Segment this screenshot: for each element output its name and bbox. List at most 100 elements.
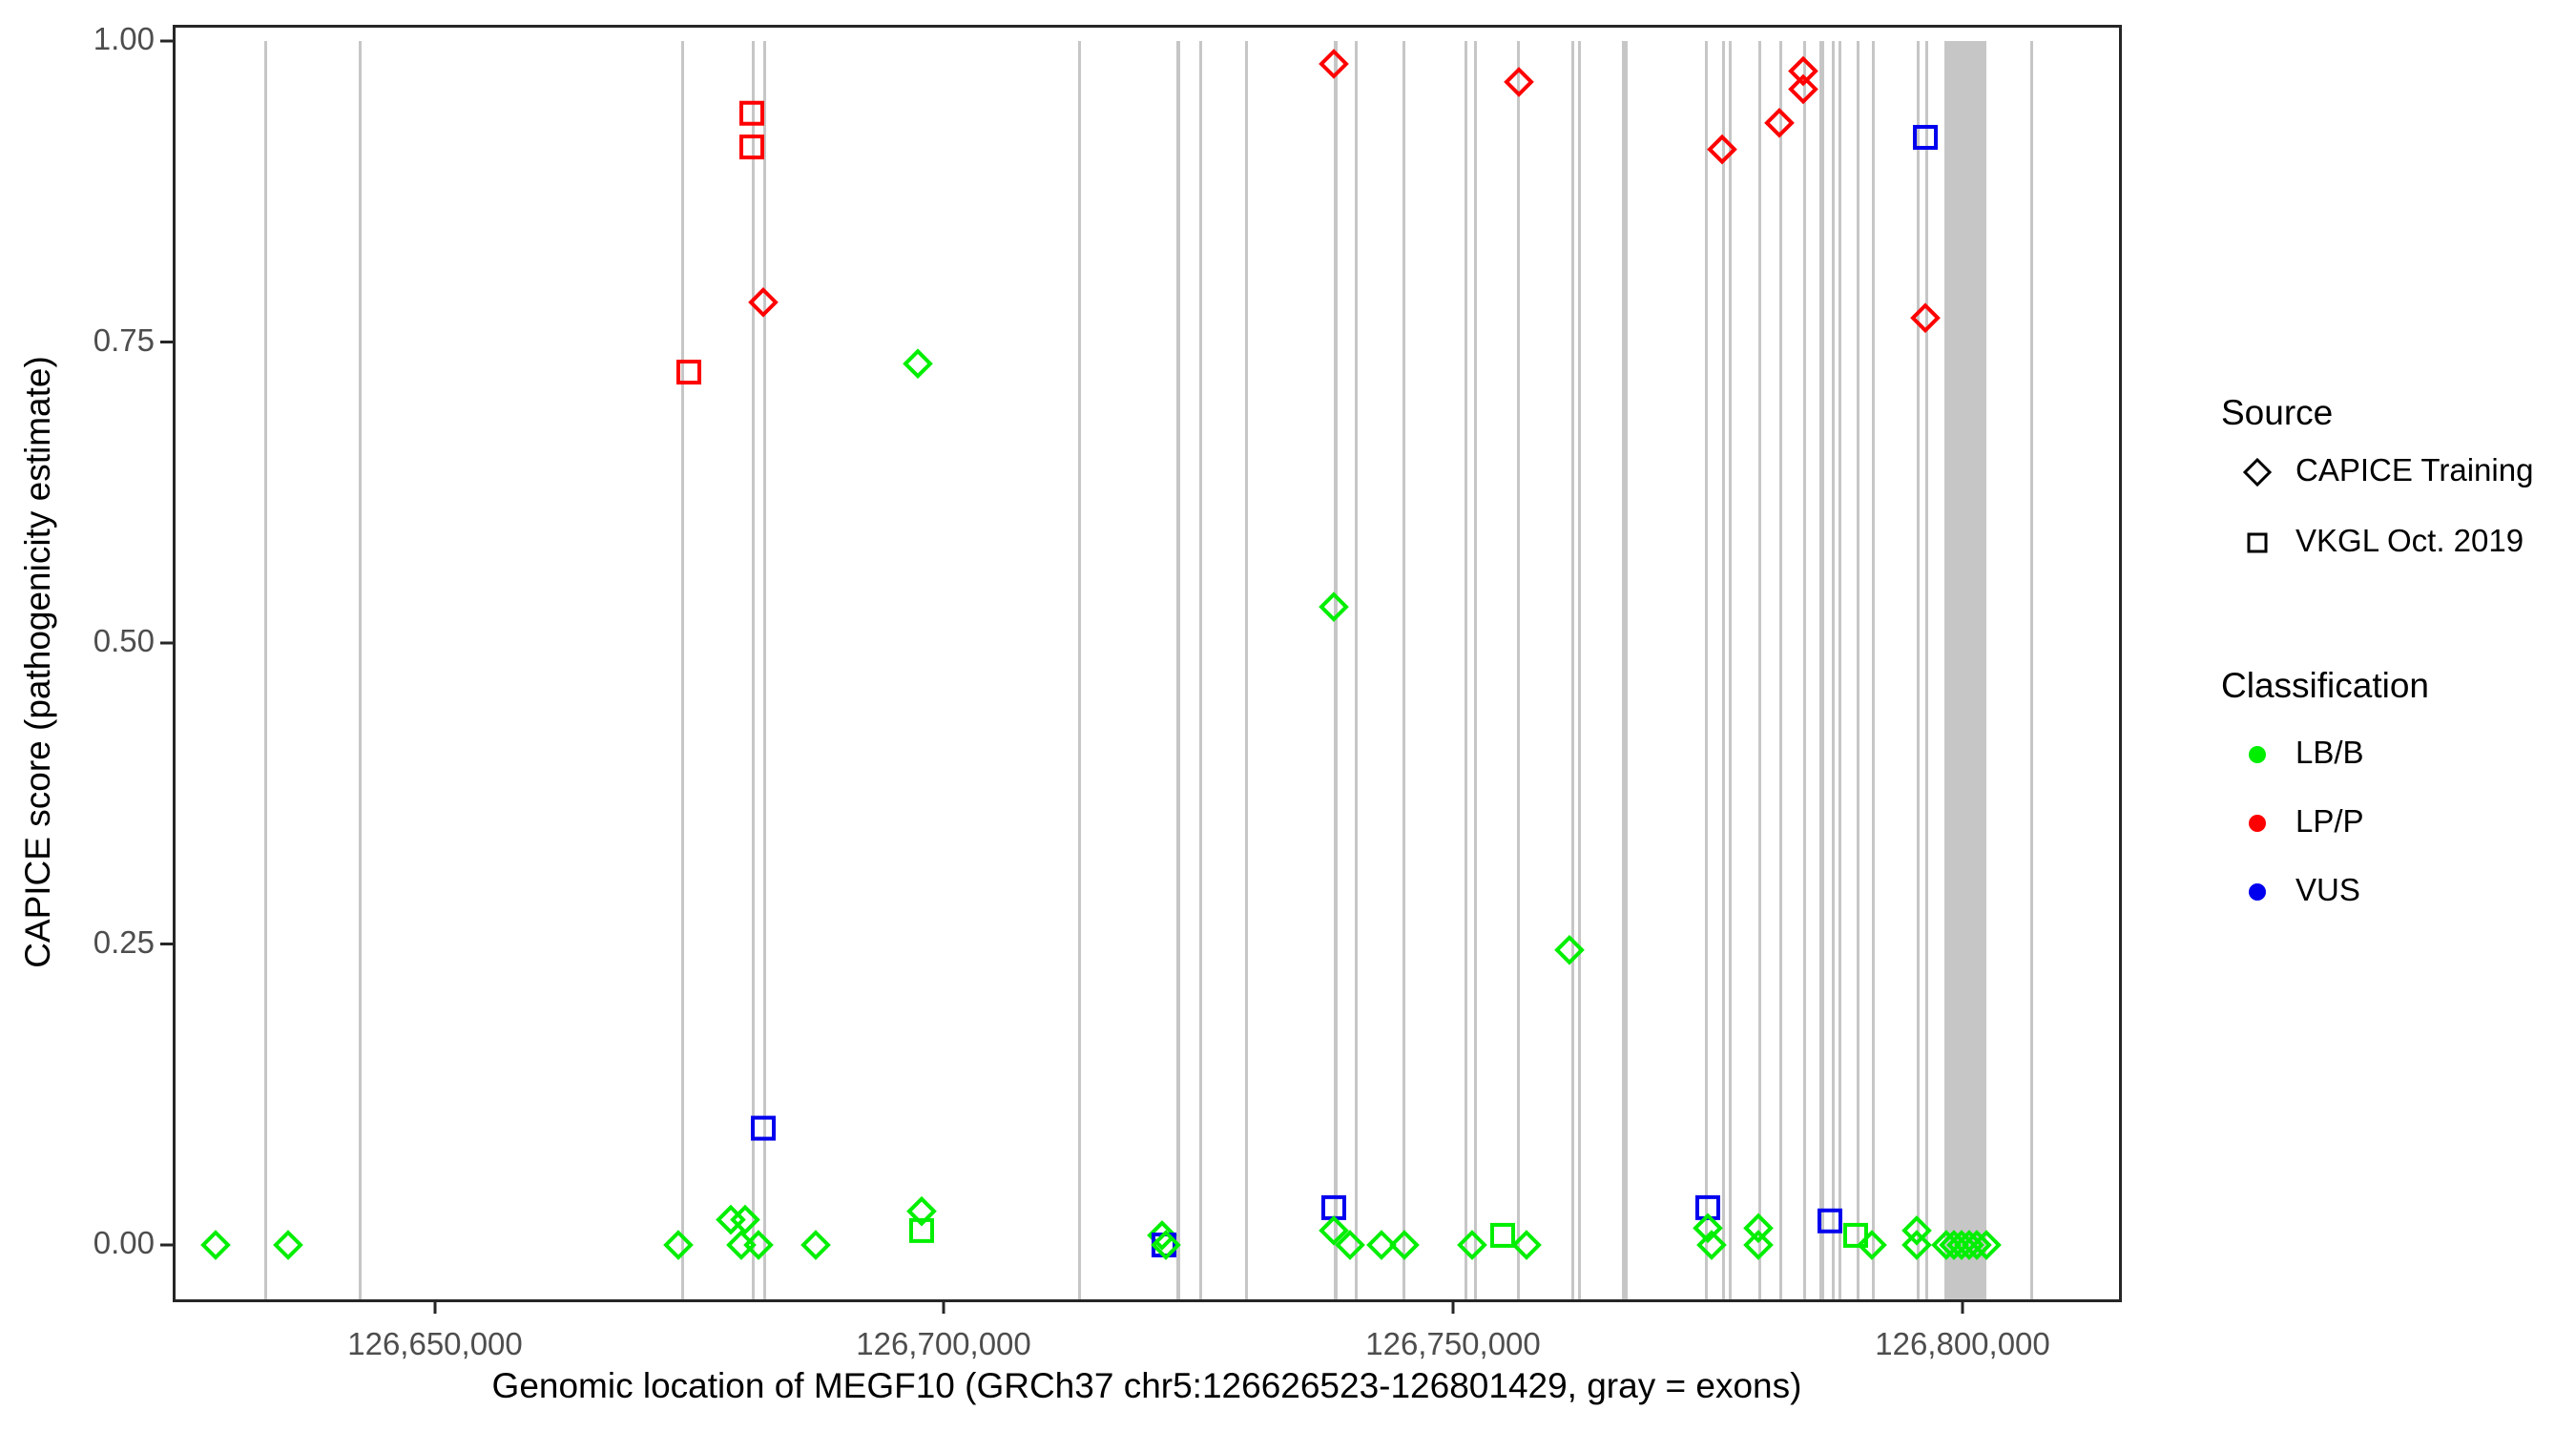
data-point-diamond[interactable] xyxy=(1151,1230,1181,1260)
legend-title-source: Source xyxy=(2221,393,2334,432)
diamond-key-icon xyxy=(2242,457,2273,487)
data-point-diamond[interactable] xyxy=(1962,1230,1992,1260)
legend-classification-entry-label: LB/B xyxy=(2296,735,2364,770)
y-axis-tick-label: 0.75 xyxy=(93,321,155,358)
exon-band xyxy=(1803,41,1806,1300)
exon-band xyxy=(763,41,766,1300)
data-point-diamond[interactable] xyxy=(726,1230,757,1260)
data-point-diamond[interactable] xyxy=(1910,302,1941,334)
data-point-square[interactable] xyxy=(739,100,764,126)
square-glyph xyxy=(2247,532,2268,553)
data-point-diamond[interactable] xyxy=(200,1230,231,1260)
circle-glyph xyxy=(2249,815,2266,832)
data-point-square[interactable] xyxy=(739,135,764,160)
exon-band xyxy=(1872,41,1875,1300)
data-point-diamond[interactable] xyxy=(1319,1215,1349,1246)
exon-band xyxy=(1779,41,1782,1300)
data-point-diamond[interactable] xyxy=(1147,1220,1177,1251)
data-point-diamond[interactable] xyxy=(1764,107,1795,138)
diamond-glyph xyxy=(2242,457,2273,487)
legend-classification-entry-label: VUS xyxy=(2296,872,2360,907)
legend-source-entry-label: CAPICE Training xyxy=(2296,452,2534,487)
exon-band xyxy=(1758,41,1761,1300)
exon-band xyxy=(1729,41,1732,1300)
data-point-diamond[interactable] xyxy=(663,1230,694,1260)
exon-band xyxy=(359,41,362,1300)
data-point-diamond[interactable] xyxy=(1707,134,1737,165)
exon-band xyxy=(681,41,684,1300)
exon-band xyxy=(1622,41,1628,1300)
data-point-diamond[interactable] xyxy=(1857,1230,1887,1260)
circle-key-icon xyxy=(2249,815,2266,832)
exon-band xyxy=(1705,41,1708,1300)
exon-band xyxy=(1334,41,1338,1300)
legend-classification-entry-key xyxy=(2240,806,2275,845)
data-point-square[interactable] xyxy=(1490,1222,1515,1248)
y-axis-tick-label: 0.00 xyxy=(93,1225,155,1260)
data-point-diamond[interactable] xyxy=(1743,1230,1774,1260)
legend-source-entry-key xyxy=(2240,526,2275,565)
x-axis-tick-label: 126,750,000 xyxy=(1365,1326,1541,1361)
exon-band xyxy=(1839,41,1841,1300)
axis-ticks-group xyxy=(160,39,1964,1314)
data-point-square[interactable] xyxy=(1913,124,1938,150)
data-point-diamond[interactable] xyxy=(1504,67,1534,97)
data-point-diamond[interactable] xyxy=(1901,1230,1932,1260)
data-point-diamond[interactable] xyxy=(1457,1230,1487,1260)
data-point-square[interactable] xyxy=(676,360,701,385)
data-point-square[interactable] xyxy=(909,1217,934,1243)
circle-key-icon xyxy=(2249,746,2266,763)
data-point-diamond[interactable] xyxy=(273,1230,303,1260)
x-axis-title: Genomic location of MEGF10 (GRCh37 chr5:… xyxy=(491,1366,1802,1405)
data-point-diamond[interactable] xyxy=(1693,1213,1723,1244)
exon-band xyxy=(1722,41,1725,1300)
exon-band xyxy=(1819,41,1824,1300)
data-point-diamond[interactable] xyxy=(1901,1215,1932,1246)
data-point-diamond[interactable] xyxy=(1366,1230,1397,1260)
y-axis-tick-label: 0.25 xyxy=(93,923,155,960)
legend-classification-entry-label: LP/P xyxy=(2296,803,2364,839)
data-point-diamond[interactable] xyxy=(903,348,933,380)
data-point-diamond[interactable] xyxy=(748,287,779,318)
exon-band xyxy=(1571,41,1574,1300)
legend-source-entry-label: VKGL Oct. 2019 xyxy=(2296,523,2524,558)
data-point-diamond[interactable] xyxy=(1319,591,1349,622)
data-point-diamond[interactable] xyxy=(800,1230,831,1260)
exon-band xyxy=(1925,41,1928,1300)
x-axis-tick-label: 126,700,000 xyxy=(856,1326,1031,1361)
y-axis-tick-label: 1.00 xyxy=(93,21,155,56)
exon-band xyxy=(1355,41,1358,1300)
data-point-diamond[interactable] xyxy=(1788,73,1818,105)
data-point-diamond[interactable] xyxy=(1319,49,1349,79)
data-point-diamond[interactable] xyxy=(1743,1213,1774,1244)
exon-band xyxy=(1402,41,1405,1300)
x-axis-tick-label: 126,800,000 xyxy=(1875,1326,2050,1361)
exon-band xyxy=(1078,41,1081,1300)
data-point-diamond[interactable] xyxy=(1389,1230,1420,1260)
data-point-diamond[interactable] xyxy=(1511,1230,1542,1260)
x-axis-tick-label: 126,650,000 xyxy=(347,1326,523,1361)
exon-band xyxy=(264,41,267,1300)
circle-glyph xyxy=(2249,746,2266,763)
data-point-diamond[interactable] xyxy=(1971,1230,2002,1260)
exon-band xyxy=(1199,41,1202,1300)
data-point-diamond[interactable] xyxy=(1696,1230,1727,1260)
data-point-square[interactable] xyxy=(1818,1208,1842,1234)
data-points-group xyxy=(200,49,2002,1260)
data-point-diamond[interactable] xyxy=(743,1230,774,1260)
data-point-square[interactable] xyxy=(751,1115,776,1141)
data-point-diamond[interactable] xyxy=(1335,1230,1365,1260)
data-point-diamond[interactable] xyxy=(1554,934,1585,965)
data-point-diamond[interactable] xyxy=(730,1204,760,1235)
exon-band xyxy=(1944,41,1986,1300)
circle-glyph xyxy=(2249,883,2266,901)
exon-band xyxy=(1578,41,1581,1300)
exon-band xyxy=(1857,41,1859,1300)
data-point-square[interactable] xyxy=(1843,1222,1868,1248)
data-point-diamond[interactable] xyxy=(906,1195,937,1227)
exon-band xyxy=(1474,41,1477,1300)
exon-band xyxy=(1245,41,1248,1300)
data-point-diamond[interactable] xyxy=(1788,55,1818,87)
